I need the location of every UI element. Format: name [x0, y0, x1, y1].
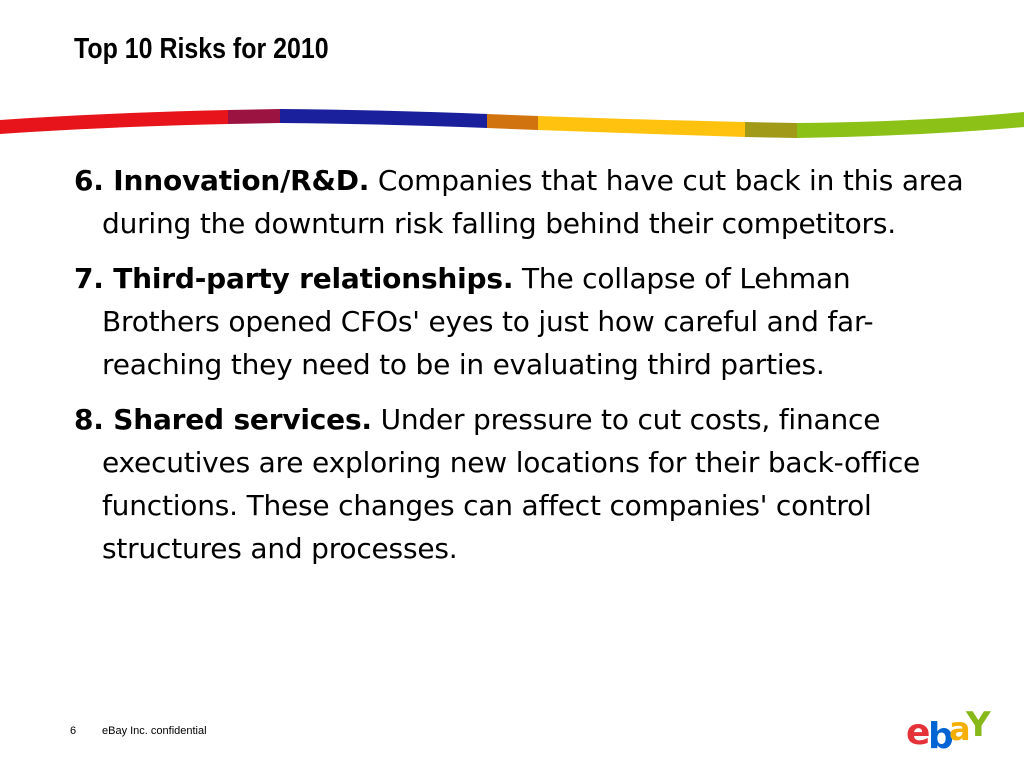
- stripe-segment-orange: [487, 114, 538, 130]
- risk-item: 8. Shared services. Under pressure to cu…: [74, 398, 974, 570]
- risk-item: 6. Innovation/R&D. Companies that have c…: [74, 159, 974, 245]
- risk-heading: 8. Shared services.: [74, 403, 372, 436]
- logo-letter-y: Y: [965, 705, 991, 745]
- logo-letter-a: a: [949, 710, 971, 748]
- risk-item: 7. Third-party relationships. The collap…: [74, 257, 974, 386]
- risk-body: The collapse of Lehman Brothers opened C…: [102, 262, 874, 381]
- slide-title: Top 10 Risks for 2010: [74, 33, 329, 65]
- logo-letter-b: b: [928, 716, 954, 752]
- decorative-color-stripe: [0, 109, 1024, 138]
- stripe-segment-green: [797, 112, 1024, 138]
- risk-body: Companies that have cut back in this are…: [102, 164, 964, 240]
- ebay-logo: e b a Y: [906, 705, 991, 752]
- page-number: 6: [70, 725, 77, 737]
- stripe-segment-red: [0, 110, 228, 134]
- risk-body: Under pressure to cut costs, finance exe…: [102, 403, 921, 565]
- risk-heading: 7. Third-party relationships.: [74, 262, 514, 295]
- stripe-segment-maroon: [228, 109, 280, 124]
- stripe-segment-yellow: [538, 116, 745, 137]
- confidential-label: eBay Inc. confidential: [102, 725, 207, 737]
- risk-list: 6. Innovation/R&D. Companies that have c…: [74, 159, 974, 582]
- stripe-segment-blue: [280, 109, 487, 128]
- stripe-segment-olive: [745, 122, 797, 138]
- logo-letter-e: e: [906, 712, 930, 752]
- risk-heading: 6. Innovation/R&D.: [74, 164, 370, 197]
